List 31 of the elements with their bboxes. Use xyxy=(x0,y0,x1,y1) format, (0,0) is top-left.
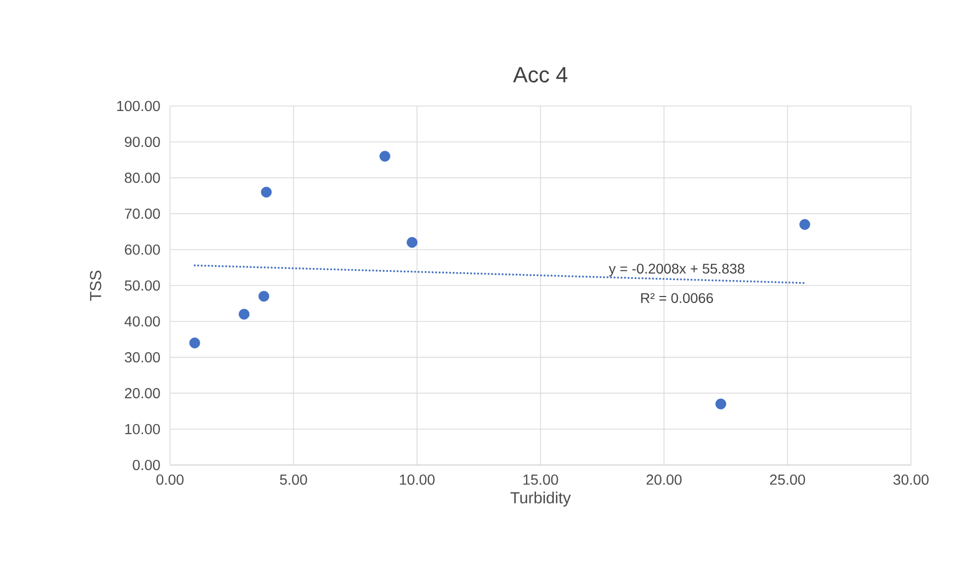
point xyxy=(258,290,270,302)
y-tick-label: 70.00 xyxy=(124,208,160,219)
x-tick-label: 20.00 xyxy=(646,474,682,485)
point xyxy=(238,308,250,320)
y-tick-label: 90.00 xyxy=(124,136,160,148)
x-tick-label: 5.00 xyxy=(280,474,308,485)
y-tick-label: 40.00 xyxy=(124,316,160,327)
point xyxy=(189,338,200,348)
annotation: y = -0.2008x + 55.838 xyxy=(608,264,744,276)
y-tick-label: 60.00 xyxy=(124,244,160,255)
point xyxy=(715,398,726,410)
x-axis-title: Turbidity xyxy=(510,492,571,507)
x-tick-label: 30.00 xyxy=(893,474,929,485)
point xyxy=(260,186,272,198)
point xyxy=(379,150,390,162)
x-tick-label: 10.00 xyxy=(400,474,435,485)
y-tick-label: 50.00 xyxy=(124,280,160,291)
chart-title: Acc 4 xyxy=(513,67,568,82)
x-tick-label: 15.00 xyxy=(523,474,558,485)
y-tick-label: 20.00 xyxy=(124,388,160,398)
point xyxy=(406,237,418,248)
y-tick-label: 0.00 xyxy=(132,460,160,470)
y-tick-label: 10.00 xyxy=(125,424,160,434)
x-tick-label: 25.00 xyxy=(770,474,806,485)
x-tick-label: 0.00 xyxy=(156,474,184,485)
point xyxy=(799,219,810,230)
annotation: R² = 0.0066 xyxy=(641,293,713,304)
y-tick-label: 100.00 xyxy=(117,100,160,112)
y-tick-label: 30.00 xyxy=(124,352,160,362)
y-axis-title: TSS xyxy=(90,270,102,301)
y-tick-label: 80.00 xyxy=(124,172,160,183)
